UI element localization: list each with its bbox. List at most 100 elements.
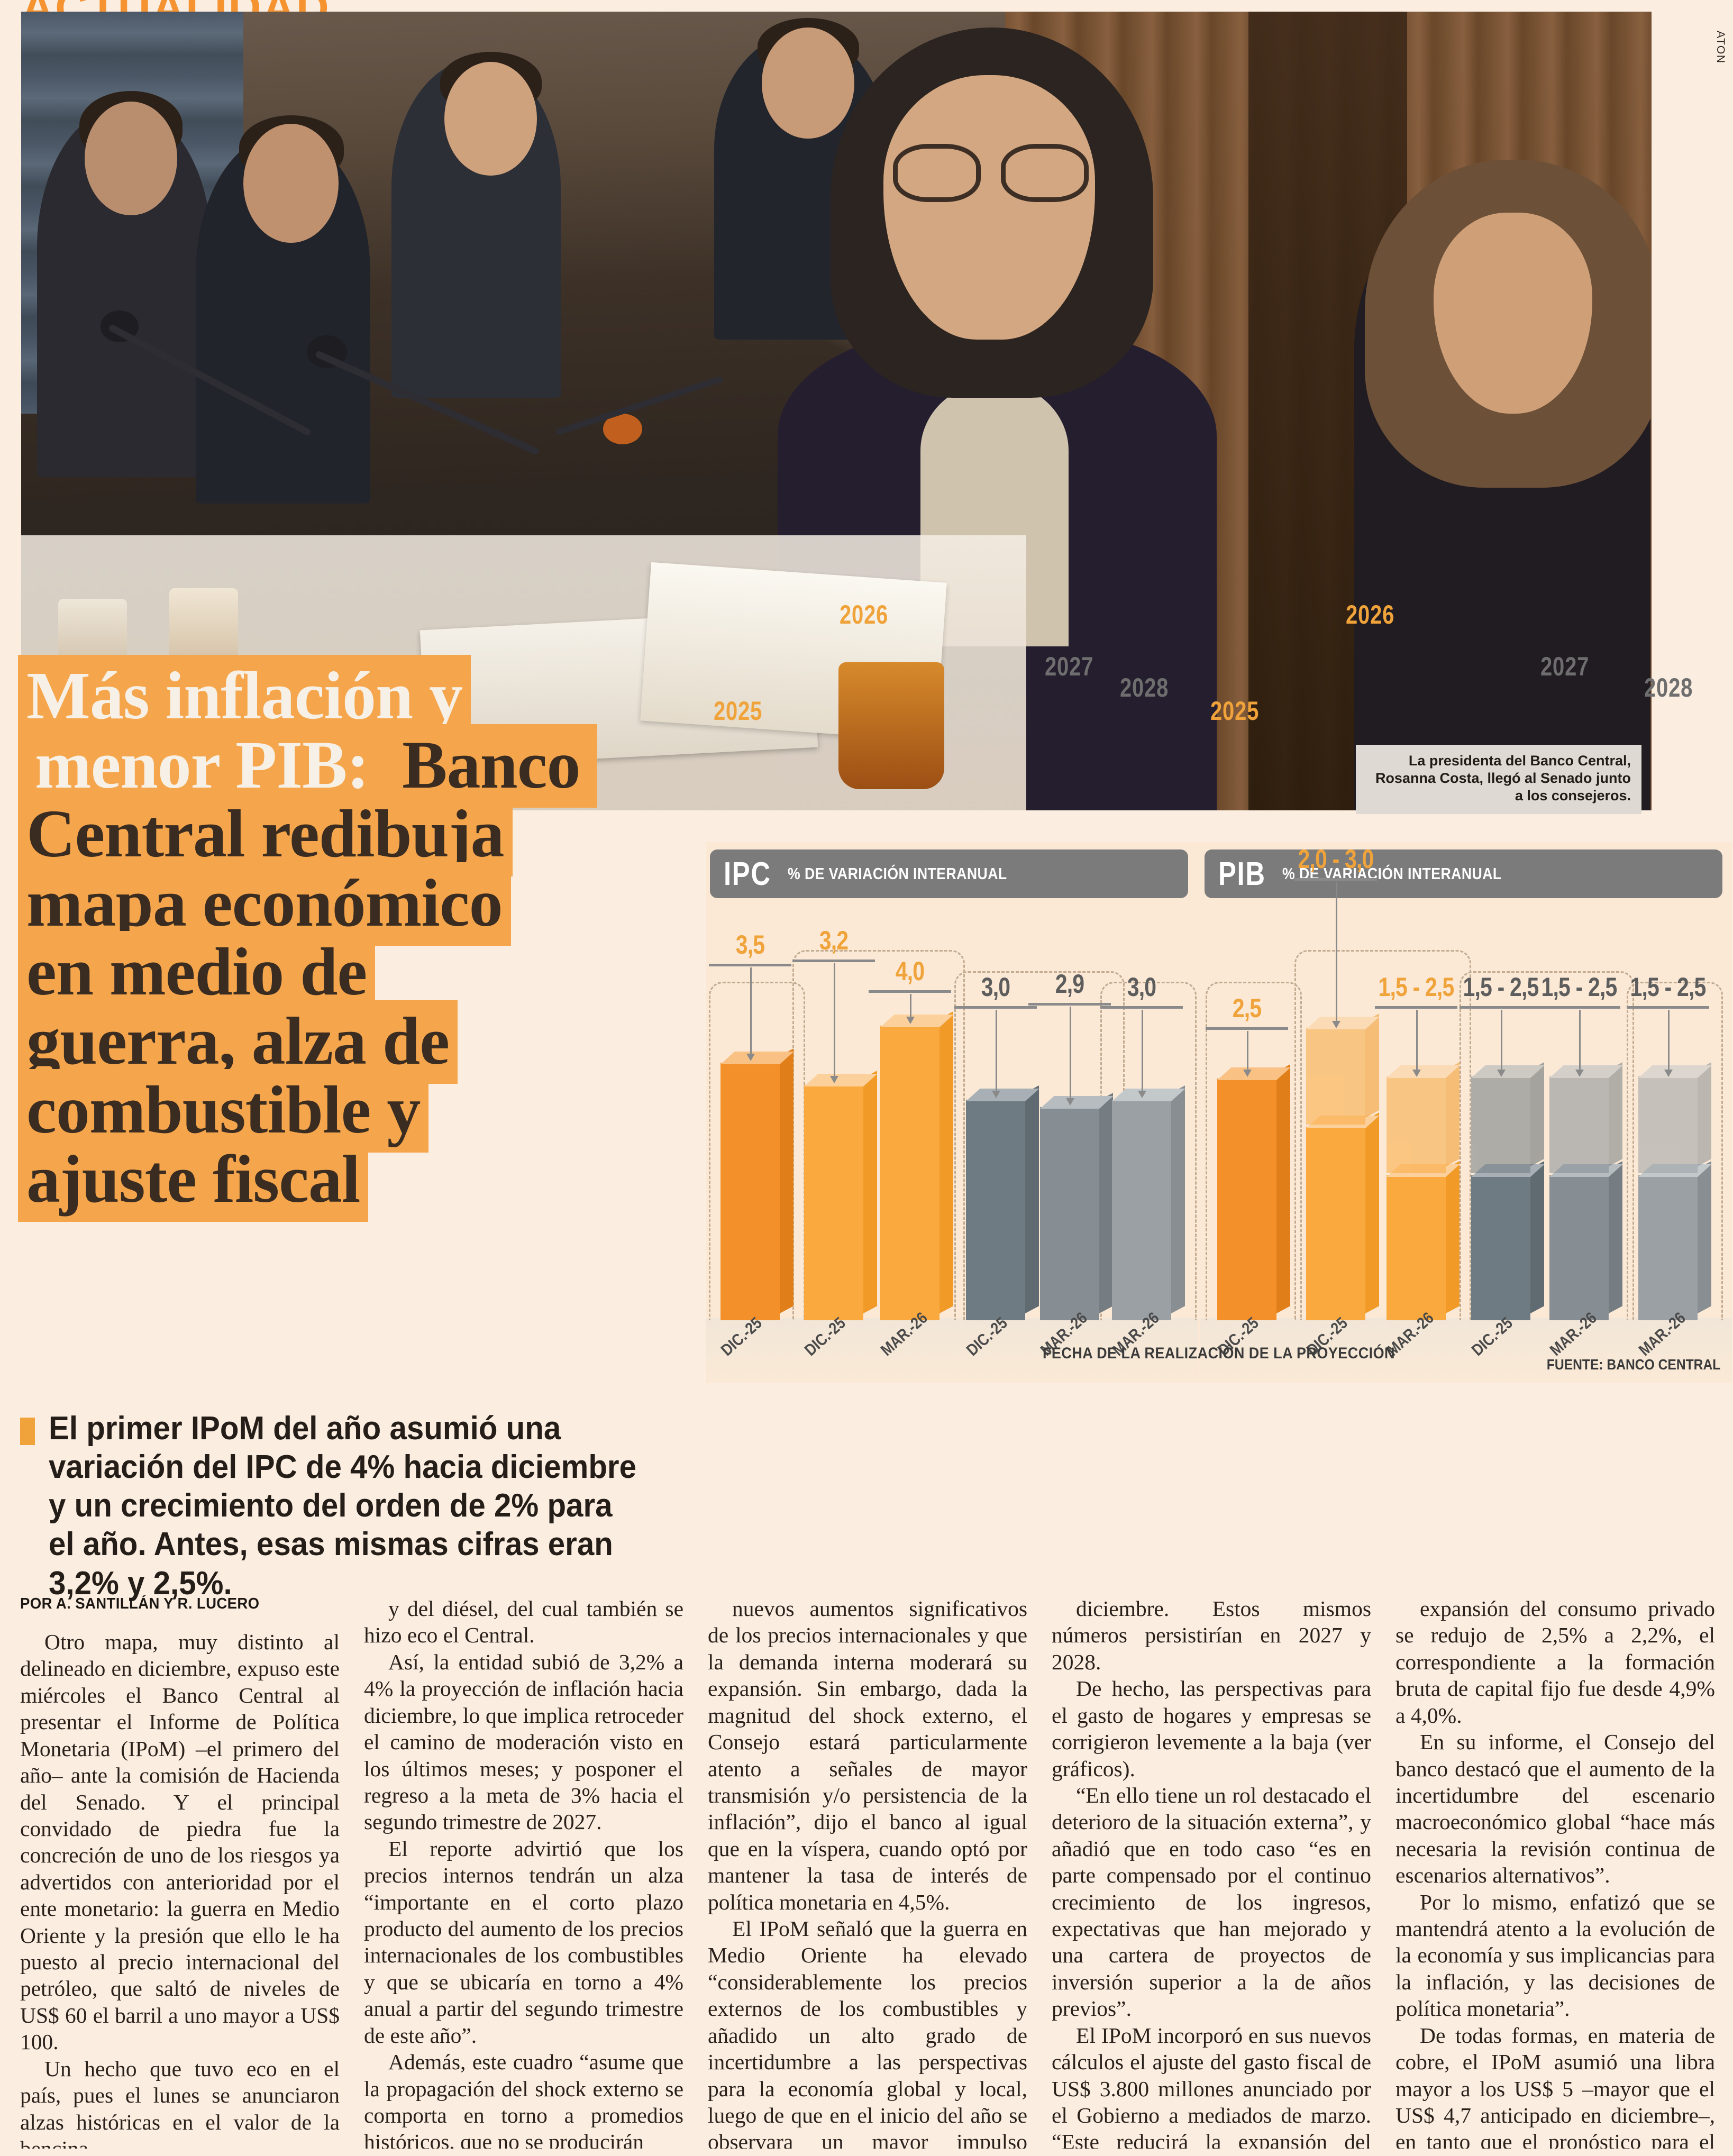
photo-figure-head — [762, 28, 854, 139]
bar-side — [1276, 1064, 1290, 1313]
chart-value-label: 1,5 - 2,5 — [1541, 972, 1617, 1002]
chart-source: FUENTE: BANCO CENTRAL — [1546, 1356, 1720, 1373]
chart-group-label: 2027 — [1045, 652, 1094, 681]
chart-value-tick — [1028, 1002, 1111, 1006]
chart-value-label: 1,5 - 2,5 — [1463, 972, 1539, 1002]
body-paragraph: diciembre. Estos mismos números persisti… — [1052, 1596, 1371, 1674]
chart-bar-range-segment — [1638, 1062, 1712, 1173]
headline-line: Central redibuja — [18, 793, 690, 877]
headline-line: ajuste fiscal — [18, 1138, 690, 1222]
chart-year-group: 2026 — [1294, 600, 1471, 1320]
body-paragraph: En su informe, el Consejo del banco dest… — [1395, 1730, 1715, 1888]
chart-value-label: 2,0 - 3,0 — [1298, 844, 1374, 874]
bar-side — [863, 1070, 877, 1313]
headline-line: combustible y — [18, 1069, 690, 1153]
chart-year-group: 2028 — [1627, 673, 1723, 1320]
lead-photo — [21, 12, 1652, 810]
bar-face — [804, 1084, 863, 1320]
body-paragraph: Además, este cuadro “asume que la propag… — [364, 2050, 683, 2149]
bar-side — [1025, 1085, 1039, 1313]
charts-panel: IPC % DE VARIACIÓN INTERANUAL 2025 2026 20… — [706, 600, 1732, 1383]
chart-value-tick — [1538, 1006, 1620, 1009]
chart-value-label: 3,0 — [1127, 972, 1156, 1002]
body-column-1: POR A. SANTILLÁN Y R. LUCERO Otro mapa, … — [20, 1595, 340, 2149]
chart-leader-line — [1243, 1030, 1252, 1077]
body-paragraph: y del diésel, del cual también se hizo e… — [364, 1596, 683, 1648]
chart-leader-line — [1575, 1009, 1584, 1077]
photo-right-person-face — [1434, 213, 1592, 414]
chart-value-label: 3,0 — [981, 972, 1010, 1002]
body-column-3: nuevos aumentos significativos de los pr… — [708, 1595, 1027, 2149]
body-paragraph: Así, la entidad subió de 3,2% a 4% la pr… — [364, 1649, 683, 1834]
body-column-4: diciembre. Estos mismos números persisti… — [1052, 1595, 1371, 2149]
headline-line: guerra, alza de — [18, 1000, 690, 1084]
bar-face — [1112, 1099, 1171, 1320]
chart-value-tick — [1460, 1006, 1542, 1009]
photo-credit: ATON — [1714, 31, 1727, 64]
chart-group-label: 2026 — [1346, 600, 1395, 629]
photo-caption: La presidenta del Banco Central, Rosanna… — [1356, 745, 1641, 814]
photo-scene — [21, 12, 1652, 810]
bar-face — [720, 1063, 780, 1320]
bullet-icon — [20, 1418, 35, 1445]
chart-bar-range-segment — [1549, 1062, 1623, 1173]
chart-value-tick — [1627, 1006, 1709, 1009]
chart-group-label: 2028 — [1120, 673, 1169, 702]
chart-leader-line — [906, 994, 915, 1025]
bar-side — [1609, 1062, 1622, 1166]
bar-face — [1471, 1076, 1530, 1173]
chart-leader-line — [1332, 882, 1340, 1029]
chart-baseline — [706, 1318, 1198, 1383]
chart-year-group: 2025 — [1206, 696, 1302, 1320]
chart-leader-line — [830, 963, 838, 1083]
chart-bar — [1040, 1092, 1114, 1320]
bar-face — [1549, 1175, 1609, 1320]
chart-bar-range-segment — [1471, 1062, 1545, 1173]
chart-value-tick — [1100, 1006, 1183, 1009]
bar-face — [1217, 1078, 1276, 1320]
article-body: POR A. SANTILLÁN Y R. LUCERO Otro mapa, … — [20, 1595, 1715, 2149]
chart-value-label: 3,2 — [819, 925, 849, 955]
lead-text: El primer IPoM del año asumió una variac… — [49, 1410, 637, 1602]
chart-value-tick — [1206, 1027, 1288, 1030]
chart-group-label: 2025 — [714, 696, 763, 726]
body-paragraph: nuevos aumentos significativos de los pr… — [708, 1596, 1027, 1914]
bar-side — [1698, 1062, 1711, 1166]
photo-figure-head — [243, 124, 339, 243]
bar-side — [1530, 1062, 1544, 1166]
bar-face — [1549, 1076, 1609, 1173]
chart-axis-note: FECHA DE LA REALIZACIÓN DE LA PROYECCIÓN — [1042, 1345, 1395, 1362]
body-column-5: expansión del consumo privado se redujo … — [1395, 1595, 1715, 2149]
bar-face — [966, 1099, 1025, 1320]
chart-pib-plot: 2025 2026 2027 2028 2,5 DIC.-25 2,0 - 3,0 DIC.-… — [1200, 600, 1732, 1383]
bar-side — [1365, 1112, 1379, 1313]
chart-value-label: 1,5 - 2,5 — [1630, 972, 1706, 1002]
body-paragraph: Por lo mismo, enfatizó que se mantendrá … — [1395, 1889, 1715, 2021]
chart-value-label: 2,5 — [1232, 993, 1262, 1023]
bar-side — [1698, 1161, 1711, 1313]
chart-value-label: 3,5 — [735, 930, 765, 960]
body-paragraph: expansión del consumo privado se redujo … — [1395, 1596, 1715, 1728]
photo-cup — [838, 662, 944, 789]
chart-group-label: 2028 — [1644, 673, 1693, 702]
photo-figure-head — [85, 102, 177, 215]
chart-ipc-header: IPC % DE VARIACIÓN INTERANUAL — [710, 849, 1188, 898]
chart-pib-title: PIB — [1218, 855, 1266, 892]
headline-line: Más inflación y — [18, 655, 690, 738]
glasses-icon — [893, 144, 1089, 202]
bar-face — [1471, 1175, 1530, 1320]
photo-figure-head — [444, 62, 537, 176]
body-paragraph: Otro mapa, muy distinto al delineado en … — [20, 1630, 340, 2054]
bar-face — [1638, 1076, 1698, 1173]
chart-baseline — [1200, 1318, 1732, 1383]
chart-ipc: IPC % DE VARIACIÓN INTERANUAL 2025 2026 20… — [706, 600, 1198, 1383]
bar-face — [1387, 1076, 1446, 1173]
chart-group-label: 2026 — [840, 600, 889, 629]
bar-face — [1306, 1127, 1365, 1320]
chart-pib-header: PIB % DE VARIACIÓN INTERANUAL — [1205, 849, 1722, 898]
chart-bar — [1387, 1161, 1460, 1320]
chart-value-tick — [1294, 878, 1377, 881]
chart-ipc-plot: 2025 2026 2027 2028 3,5 DIC.-25 3,2 DIC.-25 4,0 M… — [706, 600, 1198, 1383]
chart-bar — [1112, 1085, 1185, 1320]
chart-pib: PIB % DE VARIACIÓN INTERANUAL 2025 2026 20… — [1200, 600, 1732, 1383]
